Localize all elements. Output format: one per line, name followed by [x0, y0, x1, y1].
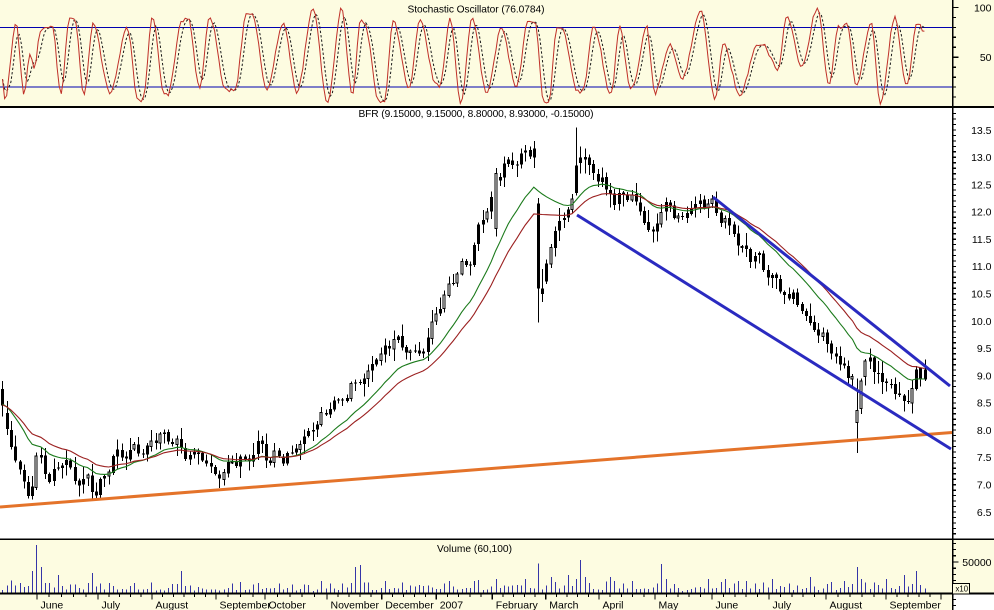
svg-text:February: February	[496, 599, 539, 610]
svg-text:March: March	[549, 599, 578, 610]
svg-text:13.0: 13.0	[971, 152, 992, 164]
svg-text:September: September	[220, 599, 272, 610]
svg-text:December: December	[385, 599, 434, 610]
svg-text:7.5: 7.5	[977, 452, 992, 464]
svg-text:September: September	[890, 599, 942, 610]
svg-text:50000: 50000	[962, 557, 991, 569]
svg-text:9.0: 9.0	[977, 370, 992, 382]
svg-text:July: July	[102, 599, 121, 610]
svg-text:12.5: 12.5	[971, 179, 992, 191]
svg-text:50: 50	[980, 52, 992, 64]
svg-text:August: August	[830, 599, 863, 610]
svg-text:10.0: 10.0	[971, 316, 992, 328]
svg-text:8.5: 8.5	[977, 398, 992, 410]
svg-text:6.5: 6.5	[977, 507, 992, 519]
svg-text:10.5: 10.5	[971, 289, 992, 301]
svg-text:June: June	[716, 599, 739, 610]
svg-text:12.0: 12.0	[971, 207, 992, 219]
svg-text:May: May	[659, 599, 680, 610]
svg-text:100: 100	[974, 2, 992, 14]
svg-text:August: August	[156, 599, 189, 610]
svg-text:Volume (60,100): Volume (60,100)	[437, 544, 512, 555]
svg-text:July: July	[773, 599, 792, 610]
svg-text:9.5: 9.5	[977, 343, 992, 355]
svg-text:11.0: 11.0	[972, 261, 992, 273]
svg-text:BFR (9.15000, 9.15000, 8.80000: BFR (9.15000, 9.15000, 8.80000, 8.93000,…	[359, 109, 594, 120]
svg-text:8.0: 8.0	[977, 425, 992, 437]
svg-text:11.5: 11.5	[972, 234, 992, 246]
svg-text:June: June	[41, 599, 64, 610]
svg-text:October: October	[269, 599, 307, 610]
svg-text:7.0: 7.0	[977, 480, 992, 492]
svg-text:Stochastic Oscillator (76.0784: Stochastic Oscillator (76.0784)	[408, 5, 545, 16]
svg-text:April: April	[603, 599, 624, 610]
svg-text:13.5: 13.5	[971, 125, 992, 137]
svg-text:November: November	[331, 599, 380, 610]
svg-text:x10: x10	[956, 585, 969, 594]
svg-text:2007: 2007	[440, 599, 464, 610]
